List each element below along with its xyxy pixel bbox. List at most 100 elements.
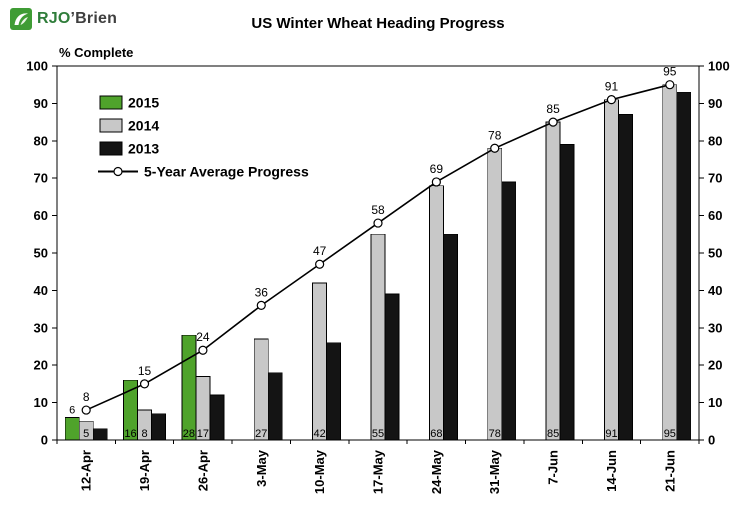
- bar: [384, 293, 400, 441]
- y-axis-label-right: 80: [708, 133, 722, 148]
- bar-label: 91: [605, 428, 617, 440]
- y-axis-label-left: 50: [34, 246, 48, 261]
- legend-swatch-2014: [99, 118, 123, 133]
- x-axis-label: 17-May: [371, 449, 386, 494]
- bar-label: 16: [124, 428, 136, 440]
- y-axis-label-left: 10: [34, 395, 48, 410]
- line-label: 91: [605, 80, 619, 94]
- y-axis-label-right: 20: [708, 358, 722, 373]
- line-marker: [665, 80, 675, 90]
- y-axis-label-left: 60: [34, 208, 48, 223]
- bar: [92, 428, 108, 441]
- bar: [442, 233, 458, 441]
- x-axis-label: 19-Apr: [137, 450, 152, 491]
- bar: [253, 338, 269, 441]
- line-label: 78: [488, 128, 502, 142]
- bar: [501, 181, 517, 441]
- y-axis-label-left: 70: [34, 171, 48, 186]
- line-label: 95: [663, 65, 677, 79]
- y-axis-label-left: 90: [34, 96, 48, 111]
- y-axis-label-left: 40: [34, 283, 48, 298]
- bar-series-2013: [92, 91, 692, 441]
- line-marker: [198, 345, 208, 355]
- rjobrien-logo-text: RJO’Brien: [37, 10, 117, 28]
- y-axis-label-left: 20: [34, 358, 48, 373]
- chart-title: US Winter Wheat Heading Progress: [251, 15, 505, 32]
- y-axis-label-right: 90: [708, 96, 722, 111]
- bar-label: 5: [83, 428, 89, 440]
- bar: [209, 394, 225, 441]
- bar: [662, 84, 678, 441]
- rjobrien-logo: RJO’Brien: [10, 8, 117, 30]
- y-axis-label-left: 0: [41, 433, 48, 448]
- line-label: 69: [430, 162, 444, 176]
- legend-label: 2014: [128, 118, 159, 134]
- bar-label: 8: [141, 428, 147, 440]
- x-axis-label: 12-Apr: [79, 450, 94, 491]
- bar: [370, 233, 386, 441]
- bar-series-2015: 6 16 28: [64, 334, 197, 441]
- line-label: 58: [371, 203, 385, 217]
- bar-label: 55: [372, 428, 384, 440]
- x-axis-label: 26-Apr: [195, 450, 210, 491]
- legend-line-marker: [113, 166, 123, 177]
- y-axis-label-right: 0: [708, 433, 715, 448]
- rjobrien-logo-icon: [10, 8, 32, 30]
- bar-label: 85: [547, 428, 559, 440]
- line-label: 47: [313, 244, 327, 258]
- line-marker: [139, 379, 150, 389]
- x-axis-label: 14-Jun: [604, 450, 619, 492]
- legend: 2015 2014 2013 5-Year Average Progress: [98, 95, 309, 180]
- x-axis-label: 21-Jun: [662, 450, 677, 492]
- bar: [604, 99, 619, 441]
- y-axis-label-right: 60: [708, 208, 722, 223]
- x-axis-label: 3-May: [254, 449, 269, 487]
- y-axis-label-right: 100: [708, 59, 730, 74]
- line-marker: [548, 117, 558, 127]
- bar-label: 68: [430, 428, 442, 440]
- legend-label: 5-Year Average Progress: [144, 164, 309, 180]
- bar-label: 78: [489, 428, 501, 440]
- legend-swatch-2013: [99, 141, 123, 156]
- line-label: 36: [255, 285, 269, 299]
- y-axis-label-right: 10: [708, 395, 722, 410]
- bar-label: 42: [314, 428, 326, 440]
- bar: [151, 413, 166, 441]
- bar: [618, 114, 633, 441]
- legend-label: 2013: [128, 141, 159, 157]
- bar-label: 95: [664, 428, 676, 440]
- y-axis-label-right: 50: [708, 246, 722, 261]
- line-series-5yr-average: 8 15 24 36 47 58 69 78 85 91 95: [81, 65, 677, 415]
- bar: [676, 91, 692, 441]
- bar-label: 17: [197, 428, 209, 440]
- x-axis-label: 7-Jun: [546, 450, 561, 485]
- bar-label: 27: [255, 428, 267, 440]
- line-marker: [315, 259, 325, 269]
- line-marker: [81, 405, 91, 415]
- y-axis-label-right: 30: [708, 320, 722, 335]
- logo-brand-primary: RJO: [37, 10, 71, 27]
- line-label: 8: [83, 390, 90, 404]
- bar: [312, 282, 328, 441]
- line-label: 15: [138, 364, 152, 378]
- legend-swatch-2015: [99, 95, 123, 110]
- bar: [326, 342, 342, 441]
- line-marker: [256, 300, 266, 310]
- bar: [545, 121, 561, 441]
- line-label: 24: [196, 330, 210, 344]
- x-axis-label: 24-May: [429, 449, 444, 494]
- x-axis-label: 31-May: [487, 449, 502, 494]
- bar: [487, 147, 503, 441]
- bar-series-2014: 5 8 17 27 42 55 68 78 85 91 95: [78, 84, 678, 441]
- y-axis-label-left: 80: [34, 133, 48, 148]
- bar: [267, 372, 283, 441]
- line-label: 85: [546, 102, 560, 116]
- y-axis-label-left: 30: [34, 320, 48, 335]
- bar-label: 6: [69, 405, 75, 417]
- x-axis-label: 10-May: [312, 449, 327, 494]
- y-axis-label-left: 100: [26, 59, 48, 74]
- logo-brand-secondary: ’Brien: [70, 10, 118, 27]
- bar: [181, 334, 197, 441]
- bar: [428, 185, 444, 441]
